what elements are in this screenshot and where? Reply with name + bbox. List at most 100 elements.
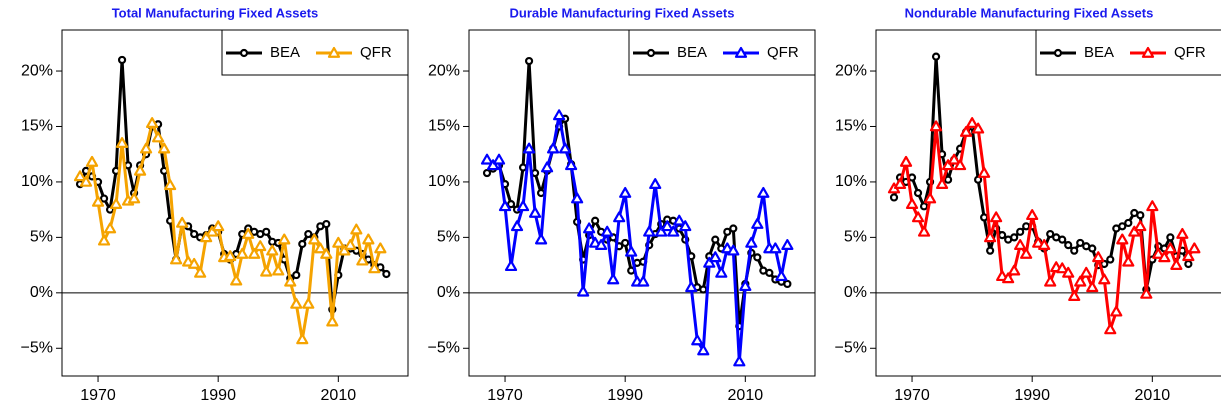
point [1070, 246, 1079, 255]
point [990, 211, 1003, 223]
point [1110, 305, 1123, 317]
point [953, 159, 967, 171]
point [290, 297, 303, 309]
y-tick-label: 10% [428, 173, 460, 190]
y-tick-label: 10% [21, 173, 53, 190]
y-tick-label: 15% [21, 118, 53, 135]
point [929, 120, 943, 132]
point [905, 198, 919, 209]
point [917, 225, 931, 237]
point [152, 131, 165, 143]
point [667, 225, 680, 237]
point [164, 179, 177, 191]
x-tick-label: 2010 [728, 387, 764, 404]
point [322, 219, 331, 229]
x-tick-label: 1990 [607, 387, 643, 404]
y-tick-label: 0% [844, 284, 867, 301]
point [524, 56, 534, 66]
point [673, 214, 686, 226]
point [565, 159, 578, 171]
point [685, 281, 698, 293]
legend: BEA QFR [1035, 29, 1221, 76]
point [727, 244, 740, 256]
point [621, 238, 630, 248]
point [753, 253, 762, 262]
point [1092, 251, 1105, 263]
point [899, 155, 913, 167]
point [266, 244, 279, 256]
point [943, 175, 953, 184]
point [783, 279, 792, 289]
point [613, 211, 626, 223]
point [302, 297, 315, 309]
point [304, 229, 313, 239]
legend-label: BEA [677, 44, 707, 61]
point [1104, 323, 1117, 335]
point [960, 125, 973, 137]
point [751, 217, 764, 229]
point [661, 220, 674, 232]
point [99, 194, 109, 203]
point [1062, 266, 1075, 278]
panel: Nondurable Manufacturing Fixed Assets −5%… [835, 5, 1221, 404]
point [298, 239, 307, 249]
point [1146, 200, 1159, 212]
chart-title: Nondurable Manufacturing Fixed Assets [905, 5, 1154, 20]
point [1136, 211, 1145, 220]
panel: Durable Manufacturing Fixed Assets −5% 0% 5… [428, 5, 816, 404]
point [619, 186, 632, 198]
y-tick-label: −5% [428, 339, 460, 356]
point [1170, 259, 1183, 270]
point [188, 257, 201, 269]
point [775, 270, 788, 282]
point [711, 235, 720, 244]
point [139, 142, 153, 154]
y-tick-label: 20% [428, 62, 460, 79]
point [980, 213, 989, 222]
point [85, 155, 99, 167]
point [972, 122, 985, 134]
point [260, 265, 273, 277]
point [480, 153, 494, 165]
point [1064, 241, 1073, 250]
legend: BEA QFR [628, 29, 816, 76]
point [1182, 250, 1195, 262]
point [1010, 233, 1019, 242]
point [103, 222, 117, 234]
point [1020, 247, 1033, 259]
legend-label: QFR [767, 44, 799, 61]
point [522, 142, 536, 154]
point [577, 285, 590, 297]
x-tick-label: 1990 [1014, 387, 1050, 404]
point [643, 225, 656, 237]
point [583, 222, 596, 234]
point [729, 224, 738, 233]
point [733, 355, 746, 367]
point [190, 229, 199, 239]
point [536, 188, 546, 198]
point [601, 225, 614, 237]
point [368, 262, 381, 274]
point [649, 178, 662, 189]
point [1158, 251, 1171, 263]
point [540, 161, 554, 173]
point [382, 269, 391, 279]
point [769, 242, 782, 254]
point [591, 216, 600, 225]
point [679, 220, 692, 232]
legend-label: BEA [1084, 44, 1114, 61]
point [781, 239, 794, 250]
point [492, 153, 506, 165]
point [553, 109, 566, 121]
point [115, 137, 129, 148]
x-tick-label: 1990 [200, 387, 236, 404]
panel: Total Manufacturing Fixed Assets −5% 0% 5% 1… [21, 5, 409, 404]
point [931, 52, 941, 61]
point [518, 163, 528, 172]
point [356, 254, 369, 266]
point [1166, 233, 1175, 242]
x-tick-label: 2010 [321, 387, 357, 404]
point [127, 192, 141, 204]
point [595, 239, 608, 250]
